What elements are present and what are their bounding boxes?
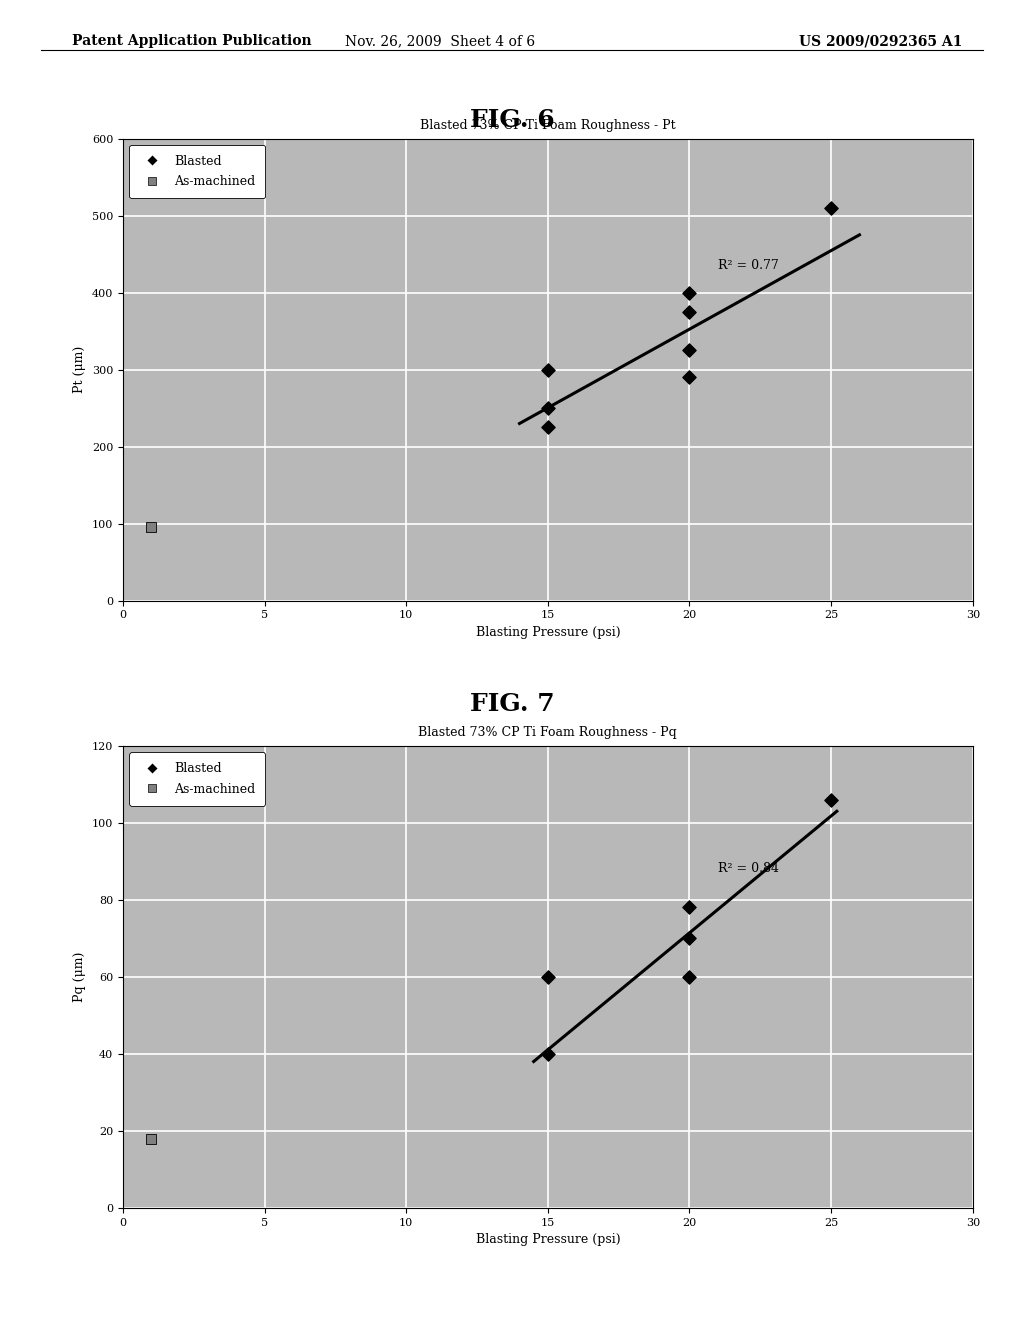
Legend: Blasted, As-machined: Blasted, As-machined: [129, 752, 265, 805]
Point: [681, 966, 697, 987]
Point: [681, 928, 697, 949]
Point: [143, 1127, 160, 1148]
Point: [540, 417, 556, 438]
Text: R² = 0.84: R² = 0.84: [718, 862, 779, 875]
Y-axis label: Pq (μm): Pq (μm): [74, 952, 86, 1002]
Point: [540, 397, 556, 418]
Text: Patent Application Publication: Patent Application Publication: [72, 34, 311, 49]
Point: [681, 301, 697, 322]
Title: Blasted 73% CP Ti Foam Roughness - Pt: Blasted 73% CP Ti Foam Roughness - Pt: [420, 119, 676, 132]
Title: Blasted 73% CP Ti Foam Roughness - Pq: Blasted 73% CP Ti Foam Roughness - Pq: [419, 726, 677, 739]
Point: [823, 197, 840, 218]
X-axis label: Blasting Pressure (psi): Blasting Pressure (psi): [475, 1233, 621, 1246]
Point: [681, 367, 697, 388]
X-axis label: Blasting Pressure (psi): Blasting Pressure (psi): [475, 626, 621, 639]
Y-axis label: Pt (μm): Pt (μm): [74, 346, 86, 393]
Text: FIG. 7: FIG. 7: [470, 692, 554, 715]
Point: [681, 339, 697, 360]
Point: [143, 517, 160, 539]
Text: FIG. 6: FIG. 6: [470, 108, 554, 132]
Point: [681, 898, 697, 919]
Point: [681, 282, 697, 304]
Text: R² = 0.77: R² = 0.77: [718, 259, 778, 272]
Point: [540, 359, 556, 380]
Legend: Blasted, As-machined: Blasted, As-machined: [129, 145, 265, 198]
Point: [540, 966, 556, 987]
Text: US 2009/0292365 A1: US 2009/0292365 A1: [799, 34, 963, 49]
Text: Nov. 26, 2009  Sheet 4 of 6: Nov. 26, 2009 Sheet 4 of 6: [345, 34, 536, 49]
Point: [540, 1043, 556, 1064]
Point: [823, 789, 840, 810]
